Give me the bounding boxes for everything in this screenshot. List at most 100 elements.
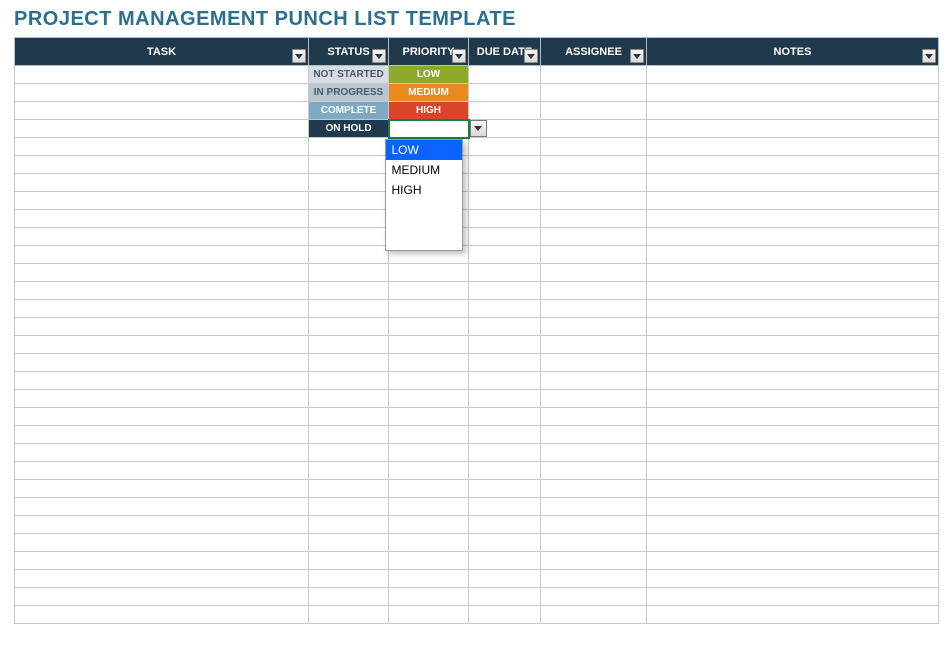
cell[interactable] [309,426,389,444]
cell[interactable] [541,606,647,624]
cell[interactable] [647,246,939,264]
cell[interactable] [15,210,309,228]
cell[interactable] [647,282,939,300]
cell[interactable] [647,570,939,588]
filter-icon[interactable] [452,49,466,63]
cell[interactable] [469,264,541,282]
cell[interactable] [541,174,647,192]
cell[interactable] [15,174,309,192]
cell[interactable] [541,516,647,534]
status-cell[interactable]: NOT STARTED [309,66,389,84]
cell[interactable] [469,318,541,336]
cell[interactable] [309,300,389,318]
cell[interactable] [647,408,939,426]
cell[interactable] [541,480,647,498]
status-cell[interactable]: IN PROGRESS [309,84,389,102]
cell[interactable] [309,318,389,336]
cell[interactable] [541,426,647,444]
cell[interactable] [15,66,309,84]
header-due[interactable]: DUE DATE [469,38,541,66]
cell[interactable] [309,372,389,390]
cell[interactable] [389,354,469,372]
cell[interactable] [15,246,309,264]
cell[interactable] [389,534,469,552]
cell[interactable] [647,534,939,552]
cell[interactable] [389,336,469,354]
cell[interactable] [389,588,469,606]
cell[interactable] [541,336,647,354]
cell[interactable] [647,480,939,498]
cell[interactable] [541,156,647,174]
cell[interactable] [647,462,939,480]
cell[interactable] [15,336,309,354]
cell[interactable] [15,390,309,408]
cell[interactable] [309,156,389,174]
cell[interactable] [389,498,469,516]
cell[interactable] [389,570,469,588]
cell[interactable] [469,390,541,408]
cell[interactable] [15,192,309,210]
cell[interactable] [309,462,389,480]
cell[interactable] [541,498,647,516]
cell[interactable] [389,372,469,390]
cell[interactable] [389,318,469,336]
cell[interactable] [309,246,389,264]
cell[interactable] [15,606,309,624]
cell[interactable] [647,120,939,138]
header-priority[interactable]: PRIORITY [389,38,469,66]
cell[interactable] [309,210,389,228]
cell[interactable] [309,192,389,210]
cell[interactable] [469,354,541,372]
cell[interactable] [15,282,309,300]
status-cell[interactable]: ON HOLD [309,120,389,138]
cell[interactable] [309,354,389,372]
cell[interactable] [389,264,469,282]
cell[interactable] [541,390,647,408]
cell[interactable] [469,156,541,174]
filter-icon[interactable] [292,49,306,63]
filter-icon[interactable] [372,49,386,63]
cell[interactable] [647,192,939,210]
cell[interactable] [389,462,469,480]
filter-icon[interactable] [524,49,538,63]
cell[interactable] [15,156,309,174]
cell[interactable] [541,588,647,606]
cell[interactable] [15,354,309,372]
cell[interactable] [15,120,309,138]
cell[interactable] [15,480,309,498]
cell[interactable] [469,282,541,300]
cell[interactable] [15,534,309,552]
cell[interactable] [469,372,541,390]
cell[interactable] [15,318,309,336]
cell[interactable] [647,354,939,372]
cell[interactable] [469,408,541,426]
priority-cell[interactable]: LOW [389,66,469,84]
cell[interactable] [541,66,647,84]
cell[interactable] [647,228,939,246]
priority-cell[interactable]: HIGH [389,102,469,120]
cell[interactable] [309,408,389,426]
cell[interactable] [647,336,939,354]
priority-cell[interactable]: MEDIUM [389,84,469,102]
cell[interactable] [469,498,541,516]
cell[interactable] [389,480,469,498]
cell[interactable] [309,570,389,588]
cell[interactable] [309,480,389,498]
header-status[interactable]: STATUS [309,38,389,66]
cell[interactable] [389,408,469,426]
cell[interactable] [469,444,541,462]
cell[interactable] [469,102,541,120]
cell[interactable] [647,516,939,534]
cell[interactable] [309,174,389,192]
cell[interactable] [15,228,309,246]
cell[interactable] [469,300,541,318]
cell[interactable] [469,588,541,606]
cell[interactable] [389,444,469,462]
cell[interactable] [647,138,939,156]
cell[interactable] [647,606,939,624]
cell[interactable] [309,606,389,624]
dropdown-option[interactable]: LOW [386,140,462,160]
cell[interactable] [469,516,541,534]
cell[interactable] [469,246,541,264]
cell[interactable] [647,264,939,282]
